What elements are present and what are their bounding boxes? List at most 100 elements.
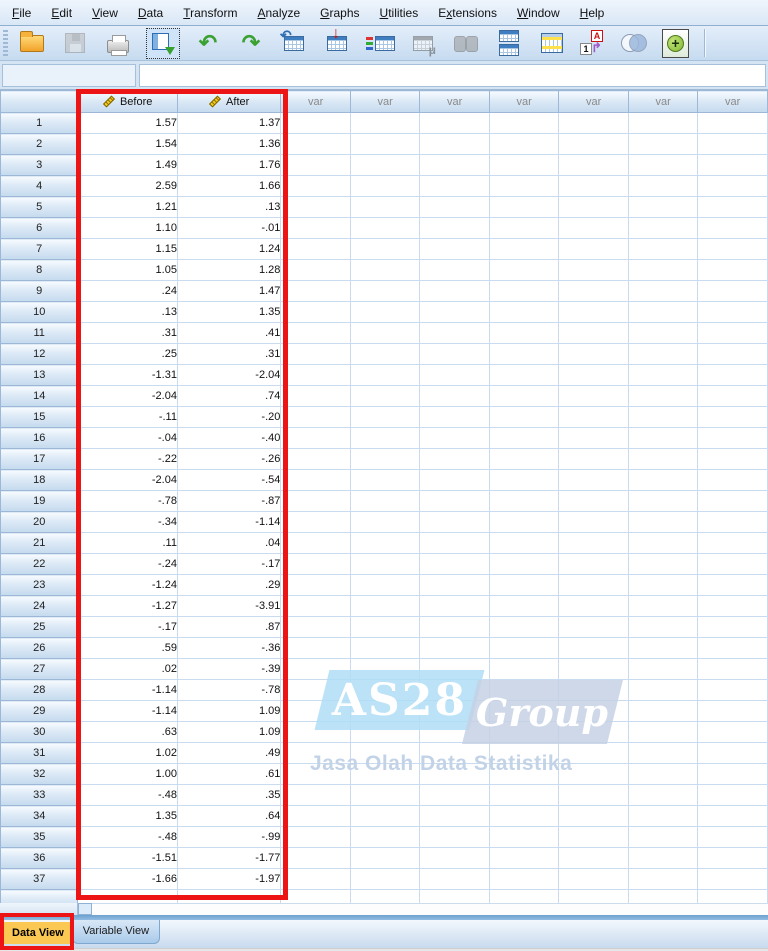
data-cell-empty[interactable] <box>558 889 629 903</box>
data-cell-empty[interactable] <box>558 826 629 848</box>
data-cell-empty[interactable] <box>280 238 351 260</box>
data-cell-empty[interactable] <box>489 112 560 134</box>
data-cell-empty[interactable] <box>280 154 351 176</box>
data-cell-empty[interactable] <box>419 595 490 617</box>
column-header-var[interactable]: var <box>697 90 768 113</box>
data-cell-before[interactable] <box>77 889 178 903</box>
data-cell-empty[interactable] <box>350 805 421 827</box>
open-data-icon[interactable] <box>17 28 47 58</box>
data-cell-empty[interactable] <box>558 406 629 428</box>
data-cell-empty[interactable] <box>419 637 490 659</box>
data-cell-empty[interactable] <box>628 826 699 848</box>
data-cell-after[interactable] <box>177 889 282 903</box>
data-cell-empty[interactable] <box>558 511 629 533</box>
data-cell-empty[interactable] <box>280 112 351 134</box>
data-cell-empty[interactable] <box>697 616 768 638</box>
data-cell-empty[interactable] <box>558 196 629 218</box>
scrollbar-track[interactable] <box>92 903 768 915</box>
data-cell-empty[interactable] <box>558 574 629 596</box>
data-cell-empty[interactable] <box>350 259 421 281</box>
data-cell-after[interactable]: -3.91 <box>177 595 282 617</box>
row-number[interactable]: 6 <box>0 217 79 239</box>
menu-window[interactable]: Window <box>516 5 560 20</box>
data-cell-empty[interactable] <box>489 574 560 596</box>
row-number[interactable]: 1 <box>0 112 79 134</box>
data-cell-before[interactable]: .24 <box>77 280 178 302</box>
data-cell-empty[interactable] <box>419 406 490 428</box>
data-cell-empty[interactable] <box>350 826 421 848</box>
row-number[interactable]: 35 <box>0 826 79 848</box>
data-cell-empty[interactable] <box>558 343 629 365</box>
data-cell-before[interactable]: 2.59 <box>77 175 178 197</box>
data-cell-empty[interactable] <box>280 259 351 281</box>
row-number[interactable]: 33 <box>0 784 79 806</box>
data-cell-empty[interactable] <box>628 196 699 218</box>
data-cell-empty[interactable] <box>628 763 699 785</box>
row-number[interactable]: 27 <box>0 658 79 680</box>
data-cell-empty[interactable] <box>350 175 421 197</box>
goto-variable-icon[interactable]: ↓ <box>322 26 352 58</box>
column-header-var[interactable]: var <box>349 90 421 113</box>
data-cell-before[interactable]: .13 <box>77 301 178 323</box>
data-cell-before[interactable]: -2.04 <box>77 385 178 407</box>
data-cell-after[interactable]: -1.77 <box>177 847 282 869</box>
data-cell-empty[interactable] <box>350 511 421 533</box>
data-cell-empty[interactable] <box>280 322 351 344</box>
data-cell-empty[interactable] <box>419 364 490 386</box>
data-cell-empty[interactable] <box>419 511 490 533</box>
data-cell-empty[interactable] <box>558 469 629 491</box>
data-cell-after[interactable]: 1.24 <box>177 238 282 260</box>
data-cell-empty[interactable] <box>628 553 699 575</box>
data-cell-empty[interactable] <box>350 637 421 659</box>
data-cell-empty[interactable] <box>558 616 629 638</box>
menu-utilities[interactable]: Utilities <box>379 5 419 20</box>
data-cell-empty[interactable] <box>558 301 629 323</box>
data-cell-empty[interactable] <box>419 448 490 470</box>
data-cell-empty[interactable] <box>697 784 768 806</box>
data-cell-before[interactable]: 1.21 <box>77 196 178 218</box>
data-cell-empty[interactable] <box>350 700 421 722</box>
data-cell-empty[interactable] <box>489 301 560 323</box>
data-cell-empty[interactable] <box>419 133 490 155</box>
data-cell-empty[interactable] <box>628 217 699 239</box>
data-cell-empty[interactable] <box>628 700 699 722</box>
data-cell-empty[interactable] <box>419 679 490 701</box>
data-cell-empty[interactable] <box>280 343 351 365</box>
data-cell-empty[interactable] <box>558 700 629 722</box>
row-number[interactable]: 25 <box>0 616 79 638</box>
menu-file[interactable]: File <box>12 5 32 20</box>
data-cell-before[interactable]: -.48 <box>77 784 178 806</box>
data-cell-empty[interactable] <box>350 721 421 743</box>
data-cell-empty[interactable] <box>350 847 421 869</box>
data-cell-empty[interactable] <box>280 532 351 554</box>
data-cell-before[interactable]: 1.15 <box>77 238 178 260</box>
data-cell-empty[interactable] <box>697 532 768 554</box>
data-cell-empty[interactable] <box>697 658 768 680</box>
data-cell-empty[interactable] <box>697 301 768 323</box>
data-cell-empty[interactable] <box>280 133 351 155</box>
data-cell-after[interactable]: -.36 <box>177 637 282 659</box>
data-cell-empty[interactable] <box>489 700 560 722</box>
undo-icon[interactable]: ↶ <box>193 28 223 58</box>
data-cell-empty[interactable] <box>280 784 351 806</box>
data-cell-empty[interactable] <box>697 217 768 239</box>
row-number[interactable]: 19 <box>0 490 79 512</box>
data-cell-empty[interactable] <box>280 196 351 218</box>
column-header-var[interactable]: var <box>627 90 699 113</box>
data-cell-empty[interactable] <box>558 112 629 134</box>
data-cell-empty[interactable] <box>697 805 768 827</box>
data-cell-empty[interactable] <box>350 595 421 617</box>
data-cell-empty[interactable] <box>489 595 560 617</box>
data-cell-empty[interactable] <box>489 889 560 903</box>
data-cell-empty[interactable] <box>558 427 629 449</box>
data-cell-empty[interactable] <box>419 553 490 575</box>
data-cell-empty[interactable] <box>419 616 490 638</box>
data-cell-empty[interactable] <box>697 700 768 722</box>
row-number[interactable]: 23 <box>0 574 79 596</box>
data-cell-empty[interactable] <box>697 238 768 260</box>
data-cell-before[interactable]: -1.66 <box>77 868 178 890</box>
data-cell-empty[interactable] <box>280 406 351 428</box>
scrollbar-thumb[interactable] <box>78 903 92 915</box>
data-cell-empty[interactable] <box>489 406 560 428</box>
column-header-var[interactable]: var <box>488 90 560 113</box>
